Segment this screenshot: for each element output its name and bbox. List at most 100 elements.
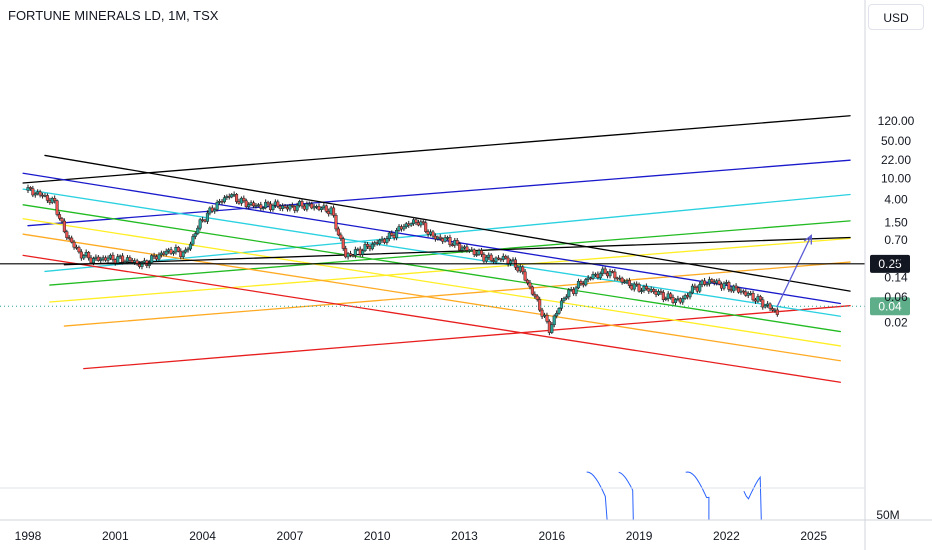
candle-body (579, 281, 583, 284)
candle-body (387, 232, 391, 239)
trend-line (22, 188, 842, 317)
candle-body (171, 251, 176, 254)
candle-body (559, 300, 564, 309)
candle-body (169, 249, 173, 254)
candle-body (489, 254, 493, 261)
candle-body (717, 280, 721, 285)
candle-body (438, 236, 442, 239)
trend-line (22, 115, 851, 184)
candle-body (332, 207, 336, 216)
trend-line (22, 254, 842, 383)
candle-body (339, 234, 343, 239)
last-price-badge (870, 297, 910, 316)
y-tick-label: 4.00 (884, 193, 908, 207)
y-tick-label: 0.02 (884, 315, 908, 329)
candle-body (324, 205, 328, 212)
candle-body (319, 207, 323, 210)
price-marker-badge (870, 254, 910, 273)
candle-body (598, 273, 602, 279)
candle-body (164, 250, 168, 255)
candle-body (77, 247, 81, 253)
candle-body (295, 205, 299, 211)
candle-body (736, 287, 741, 293)
volume-line (685, 471, 710, 520)
candle-body (763, 305, 767, 308)
y-tick-label: 0.70 (884, 233, 908, 247)
candle-body (300, 201, 304, 207)
candle-body (690, 285, 695, 294)
candle-body (620, 277, 624, 283)
y-tick-label: 0.30 (884, 253, 908, 267)
candle-body (576, 281, 581, 289)
candle-body (584, 279, 588, 286)
candle-body (336, 228, 340, 236)
candle-body (613, 271, 617, 279)
candle-body (87, 252, 91, 259)
x-tick-label: 2004 (189, 529, 216, 543)
candle-body (288, 205, 292, 210)
currency-button[interactable]: USD (868, 4, 924, 30)
y-tick-label: 0.06 (884, 290, 908, 304)
candle-body (33, 193, 37, 196)
candle-body (152, 255, 156, 257)
candle-body (409, 223, 413, 226)
candle-body (121, 255, 125, 263)
y-tick-label: 10.00 (881, 171, 911, 185)
candle-body (271, 205, 275, 211)
candle-body (603, 268, 607, 274)
candle-body (530, 286, 534, 295)
candle-body (385, 238, 389, 243)
trend-line (22, 204, 842, 333)
volume-axis-label: 50M (876, 508, 899, 522)
x-tick-label: 2010 (364, 529, 391, 543)
trend-lines (22, 115, 851, 383)
candle-body (341, 238, 345, 249)
y-tick-label: 120.00 (878, 114, 915, 128)
candle-body (496, 257, 500, 260)
candle-body (608, 271, 612, 277)
x-tick-label: 2019 (626, 529, 653, 543)
candle-body (562, 298, 566, 302)
candle-body (276, 201, 280, 207)
candle-body (188, 243, 193, 250)
candles (26, 184, 779, 336)
y-tick-label: 50.00 (881, 134, 911, 148)
candle-body (116, 256, 120, 264)
candle-body (557, 308, 561, 314)
candle-body (550, 324, 554, 333)
candle-body (538, 299, 542, 311)
candle-body (533, 293, 537, 297)
candle-body (732, 285, 736, 292)
candle-body (656, 291, 661, 295)
candle-body (259, 204, 263, 209)
candle-body (244, 200, 248, 207)
candle-body (247, 204, 251, 207)
candle-body (157, 254, 161, 260)
trend-line (83, 305, 851, 370)
candle-body (344, 248, 348, 258)
candle-body (639, 290, 644, 292)
candle-body (540, 309, 544, 317)
candle-body (703, 280, 707, 285)
candle-body (79, 251, 83, 259)
y-tick-label: 22.00 (881, 153, 911, 167)
candle-body (465, 246, 469, 251)
candle-body (528, 282, 532, 288)
candle-body (28, 187, 32, 189)
candle-body (659, 291, 663, 293)
candle-body (552, 315, 556, 326)
candle-body (31, 188, 35, 196)
trend-line (49, 237, 851, 303)
volume-pane: 50M (586, 471, 900, 522)
candle-body (479, 250, 484, 255)
candle-body (758, 296, 762, 301)
candle-body (761, 299, 765, 308)
x-tick-label: 2001 (102, 529, 129, 543)
candle-body (775, 309, 779, 315)
x-tick-label: 2007 (277, 529, 304, 543)
candle-body (290, 205, 294, 207)
candle-body (305, 203, 309, 210)
candle-body (181, 251, 185, 258)
